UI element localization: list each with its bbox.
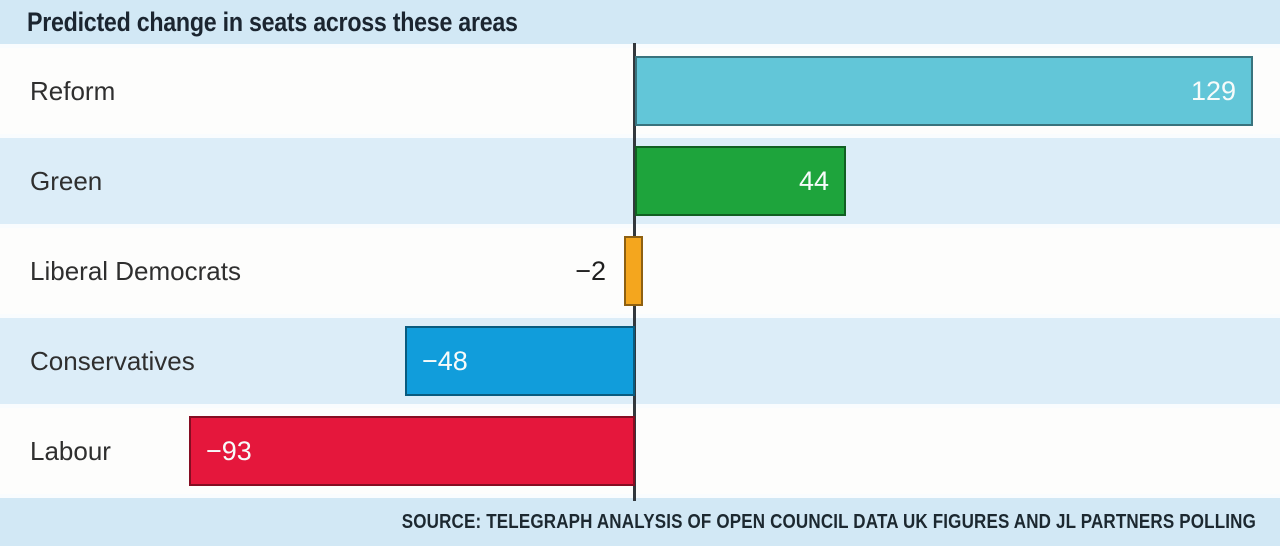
value-label-reform: 129 <box>1190 75 1236 106</box>
chart-title-band: Predicted change in seats across these a… <box>0 0 1280 44</box>
source-caption: SOURCE: TELEGRAPH ANALYSIS OF OPEN COUNC… <box>401 510 1256 533</box>
value-label-labour: −93 <box>206 435 252 466</box>
chart-rows: Reform 129 Green 44 Liberal Democrats −2 Conse… <box>0 48 1280 494</box>
bar-row-conservatives: Conservatives −48 <box>0 318 1280 404</box>
bar-reform: 129 <box>635 56 1253 126</box>
value-label-green: 44 <box>798 165 829 196</box>
category-label-green: Green <box>30 165 103 196</box>
bar-row-reform: Reform 129 <box>0 48 1280 134</box>
bar-conservatives: −48 <box>405 326 635 396</box>
bar-row-liberal-democrats: Liberal Democrats −2 <box>0 228 1280 314</box>
bar-green: 44 <box>635 146 846 216</box>
bar-liberal-democrats <box>624 236 643 306</box>
bar-row-green: Green 44 <box>0 138 1280 224</box>
bar-labour: −93 <box>189 416 635 486</box>
source-band: SOURCE: TELEGRAPH ANALYSIS OF OPEN COUNC… <box>0 498 1280 546</box>
value-label-conservatives: −48 <box>422 345 468 376</box>
category-label-reform: Reform <box>30 75 116 106</box>
category-label-liberal-democrats: Liberal Democrats <box>30 255 241 286</box>
category-label-labour: Labour <box>30 435 111 466</box>
value-label-liberal-democrats: −2 <box>575 255 606 286</box>
bar-row-labour: Labour −93 <box>0 408 1280 494</box>
category-label-conservatives: Conservatives <box>30 345 195 376</box>
chart-title: Predicted change in seats across these a… <box>27 6 518 37</box>
